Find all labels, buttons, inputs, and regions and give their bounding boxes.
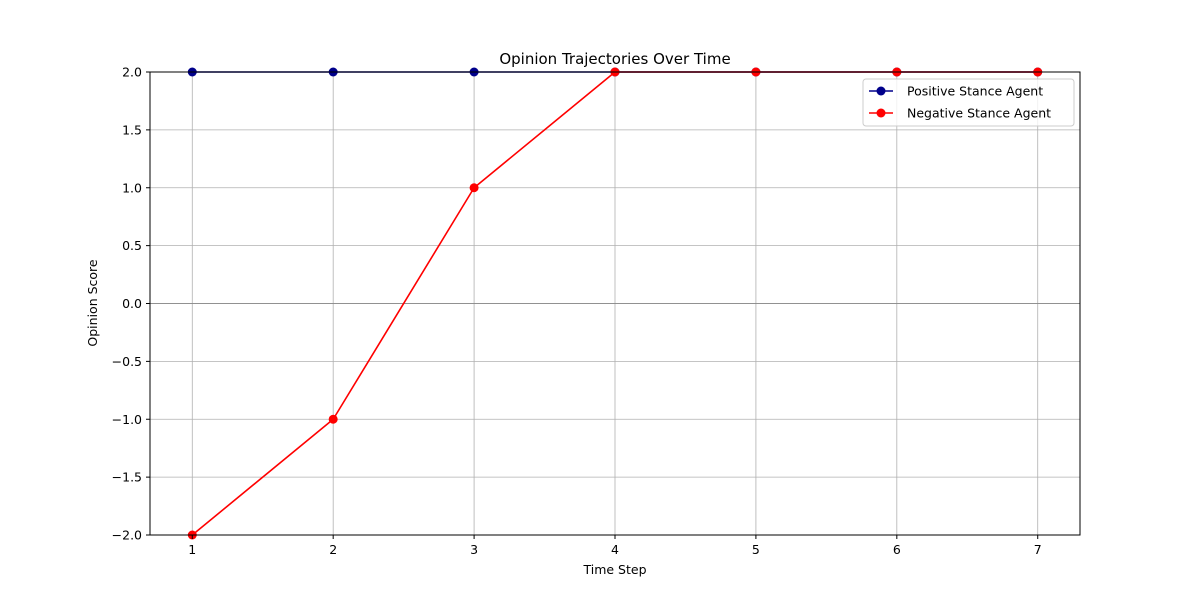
y-tick-label: 1.0 xyxy=(122,180,142,195)
y-tick-label: −1.5 xyxy=(112,470,142,485)
y-tick-label: 0.0 xyxy=(122,296,142,311)
y-tick-label: 2.0 xyxy=(122,65,142,80)
x-tick-label: 3 xyxy=(470,542,478,557)
x-tick-label: 1 xyxy=(188,542,196,557)
y-tick-label: −2.0 xyxy=(112,528,142,543)
x-axis-ticks: 1 2 3 4 5 6 7 xyxy=(188,535,1042,557)
y-axis-label: Opinion Score xyxy=(85,259,100,347)
data-point xyxy=(328,414,338,424)
legend-entries: Positive Stance Agent Negative Stance Age… xyxy=(869,84,1051,121)
x-tick-label: 6 xyxy=(893,542,901,557)
y-tick-label: −0.5 xyxy=(112,354,142,369)
x-tick-label: 4 xyxy=(611,542,619,557)
legend: Positive Stance Agent Negative Stance Age… xyxy=(862,78,1075,127)
legend-box xyxy=(862,78,1075,127)
legend-entry-1: Positive Stance Agent xyxy=(869,84,1043,99)
x-tick-label: 7 xyxy=(1034,542,1042,557)
x-axis-label: Time Step xyxy=(582,562,646,577)
y-tick-label: −1.0 xyxy=(112,412,142,427)
legend-marker xyxy=(876,108,886,118)
y-axis-ticks: −2.0 −1.5 −1.0 −0.5 0.0 0.5 1.0 1.5 2.0 xyxy=(112,65,150,543)
legend-entry-2: Negative Stance Agent xyxy=(869,106,1051,121)
legend-label: Positive Stance Agent xyxy=(907,84,1043,99)
legend-label: Negative Stance Agent xyxy=(907,106,1051,121)
y-tick-label: 1.5 xyxy=(122,122,142,137)
data-point xyxy=(469,183,479,193)
legend-marker xyxy=(876,86,886,96)
y-tick-label: 0.5 xyxy=(122,238,142,253)
chart-title: Opinion Trajectories Over Time xyxy=(499,50,730,68)
x-tick-label: 2 xyxy=(329,542,337,557)
x-tick-label: 5 xyxy=(752,542,760,557)
